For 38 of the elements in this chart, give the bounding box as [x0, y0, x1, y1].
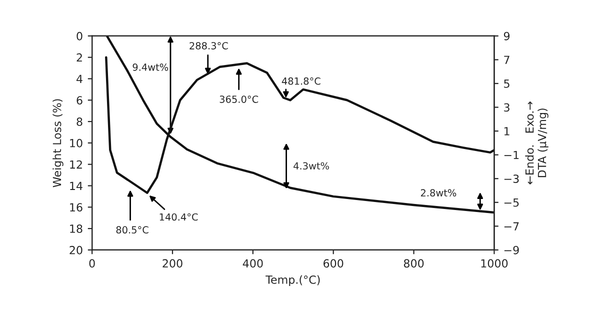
y-tick-label: 0	[76, 32, 82, 40]
y-tick-label: 14	[70, 182, 82, 190]
y2-tick-label: 3	[504, 103, 510, 112]
annotation: 481.8°C	[282, 77, 320, 85]
y-tick-label: 2	[76, 53, 82, 62]
y2-tick-label: −1	[504, 150, 519, 160]
x-tick-label: 600	[324, 259, 344, 268]
y2-tick-label: 1	[504, 127, 510, 136]
y2-tick-label: −5	[504, 198, 519, 207]
annotation: 140.4°C	[160, 213, 198, 221]
y2-tick-label: −7	[504, 222, 519, 230]
x-tick-label: 0	[89, 259, 95, 268]
y2-tick-label: 7	[504, 56, 510, 64]
y-tick-label: 12	[70, 160, 82, 169]
y-tick-label: 18	[70, 224, 82, 233]
x-tick-label: 400	[242, 259, 263, 268]
y2-tick-label: 9	[504, 32, 510, 40]
annotation: 4.3wt%	[294, 162, 329, 170]
y-tick-label: 4	[76, 74, 82, 83]
annotation: 365.0°C	[220, 96, 258, 103]
annotation: 2.8wt%	[420, 189, 456, 197]
y2-axis-title: ←Endo. Exo.→ DTA (μV/mg)	[525, 102, 548, 184]
y2-tick-label: 5	[504, 80, 510, 88]
annotation: 80.5°C	[116, 226, 148, 234]
annotation: 288.3°C	[190, 42, 228, 50]
y2-tick-label: −9	[504, 246, 519, 254]
y-tick-label: 16	[70, 203, 82, 212]
annotation: 9.4wt%	[132, 64, 168, 71]
x-axis-title: Temp.(°C)	[266, 275, 320, 286]
y-tick-label: 20	[70, 246, 82, 254]
x-tick-label: 200	[162, 259, 182, 268]
y-axis-title: Weight Loss (%)	[52, 99, 64, 188]
y-tick-label: 6	[76, 96, 82, 105]
x-tick-label: 800	[404, 259, 424, 268]
y2-tick-label: −3	[504, 174, 519, 183]
y-tick-label: 8	[76, 118, 82, 126]
y-tick-label: 10	[70, 138, 82, 148]
x-tick-label: 1000	[481, 259, 508, 268]
